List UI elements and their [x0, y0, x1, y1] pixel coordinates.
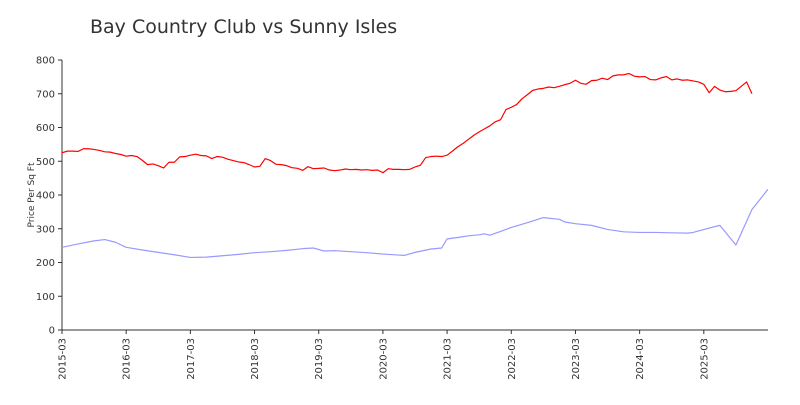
x-tick-label: 2021-03 [443, 338, 454, 380]
x-tick-label: 2024-03 [635, 338, 646, 380]
y-tick-label: 100 [36, 292, 55, 303]
x-tick-label: 2015-03 [58, 338, 69, 380]
y-tick-label: 400 [36, 191, 55, 202]
series-line-2 [62, 188, 768, 259]
x-tick-label: 2016-03 [122, 338, 133, 380]
x-tick-label: 2019-03 [314, 338, 325, 380]
x-tick-label: 2018-03 [250, 338, 261, 380]
x-tick-label: 2025-03 [699, 338, 710, 380]
x-tick-label: 2022-03 [507, 338, 518, 380]
y-tick-label: 700 [36, 89, 55, 100]
series-line-1 [62, 72, 753, 174]
y-axis-label: Price Per Sq Ft [27, 162, 37, 227]
y-tick-label: 0 [49, 326, 55, 337]
chart-title: Bay Country Club vs Sunny Isles [90, 16, 398, 38]
x-tick-label: 2017-03 [186, 338, 197, 380]
y-tick-label: 600 [36, 123, 55, 134]
x-tick-label: 2020-03 [378, 338, 389, 380]
x-tick-label: 2023-03 [571, 338, 582, 380]
y-tick-label: 300 [36, 224, 55, 235]
y-tick-label: 800 [36, 56, 55, 67]
y-tick-label: 500 [36, 157, 55, 168]
y-tick-label: 200 [36, 258, 55, 269]
